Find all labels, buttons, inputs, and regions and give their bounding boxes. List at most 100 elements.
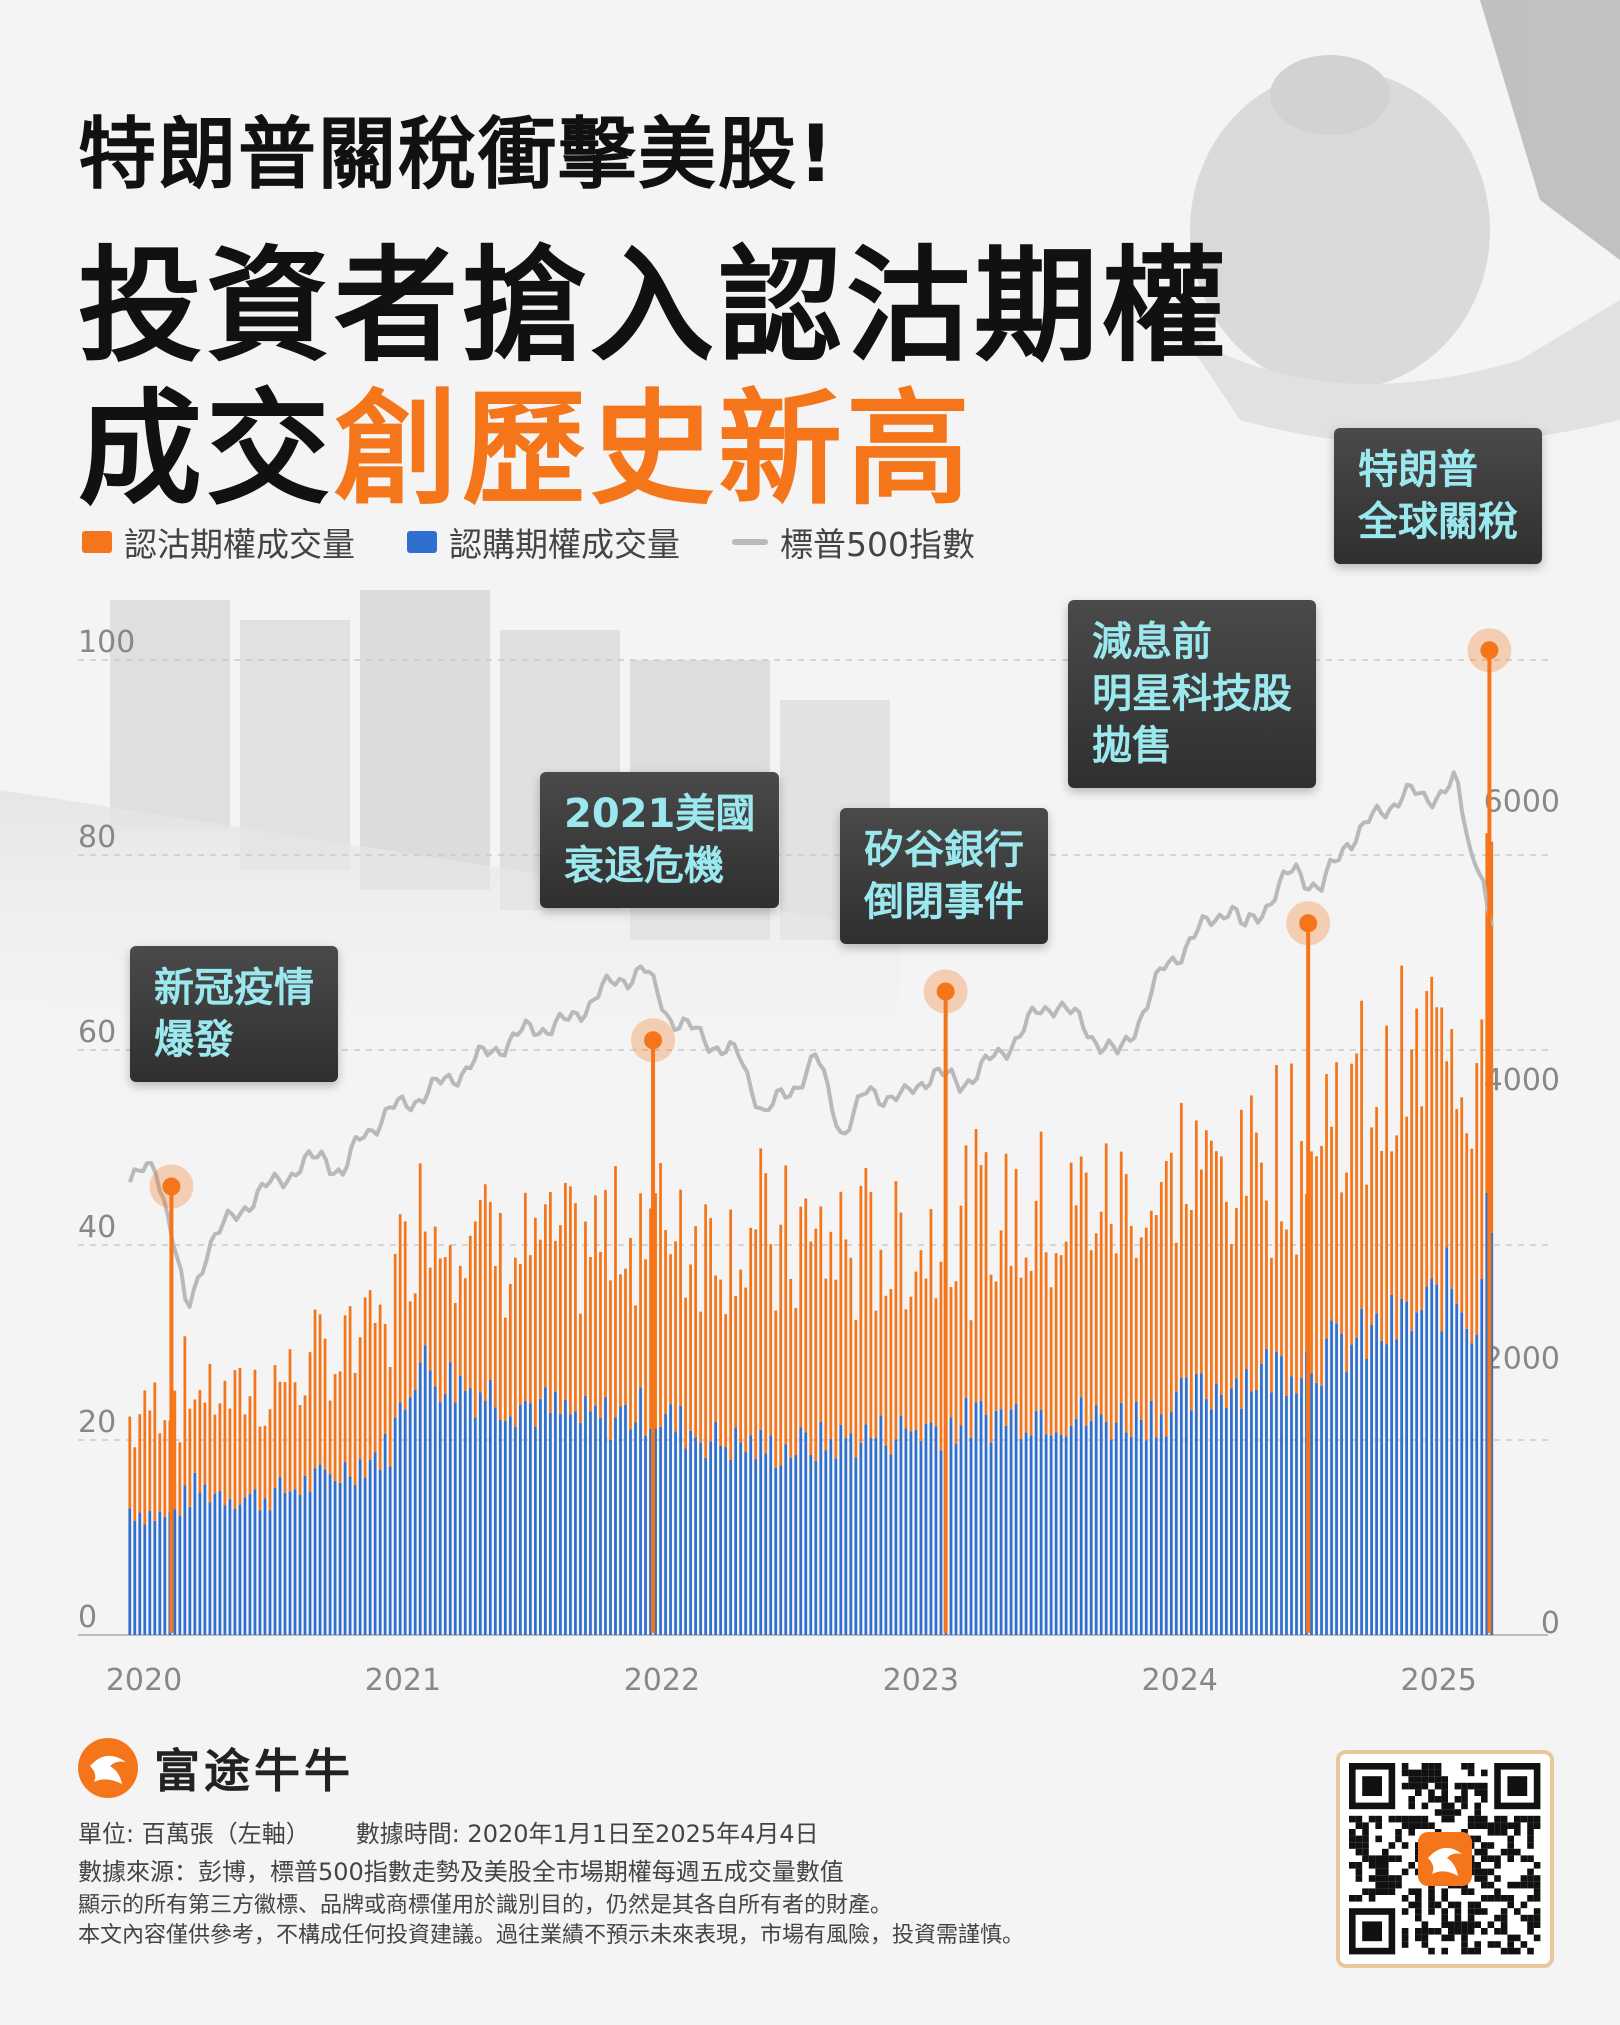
bar-call (1149, 1400, 1153, 1635)
bar-put (178, 1442, 182, 1516)
bar-call (178, 1515, 182, 1635)
bar-call (378, 1469, 382, 1635)
bar-call (929, 1422, 933, 1635)
bar-call (273, 1487, 277, 1635)
bar-put (1260, 1162, 1263, 1364)
bar-call (954, 1443, 958, 1635)
bar-call (1270, 1392, 1273, 1635)
bar-put (669, 1254, 672, 1405)
bar-call (1084, 1425, 1088, 1635)
bar-put (739, 1269, 743, 1443)
bar-call (834, 1458, 838, 1635)
unit-note: 單位: 百萬張（左軸） (78, 1820, 310, 1848)
bar-put (268, 1409, 272, 1511)
bar-put (1089, 1250, 1093, 1421)
bar-call (503, 1420, 507, 1635)
y-left-tick-label: 100 (78, 625, 135, 660)
bar-put (709, 1218, 713, 1442)
bar-call (303, 1475, 307, 1635)
bar-call (604, 1397, 607, 1635)
bar-call (1024, 1432, 1028, 1635)
bar-put (594, 1195, 597, 1406)
bar-call (1094, 1405, 1098, 1635)
bar-put (323, 1338, 327, 1470)
bar-put (1315, 1156, 1318, 1383)
bar-put (1240, 1109, 1243, 1409)
bar-put (1300, 1141, 1303, 1379)
bar-call (919, 1440, 923, 1635)
bar-call (609, 1439, 612, 1635)
bar-put (143, 1390, 147, 1525)
bar-call (293, 1489, 297, 1635)
bar-call (228, 1499, 232, 1635)
bar-call (333, 1480, 337, 1635)
bar-put (539, 1239, 542, 1399)
bar-put (1129, 1225, 1133, 1437)
headline-plain-text: 成交 (78, 378, 335, 522)
bar-put (1199, 1169, 1203, 1374)
bar-call (1490, 1232, 1494, 1635)
bar-put (1420, 1106, 1424, 1310)
bar-put (433, 1226, 437, 1387)
bar-put (243, 1414, 247, 1498)
bar-put (503, 1317, 507, 1421)
bar-put (308, 1352, 312, 1492)
bar-put (238, 1367, 242, 1505)
bar-call (1405, 1301, 1409, 1635)
bar-call (1420, 1309, 1424, 1635)
bar-call (644, 1436, 647, 1635)
bar-call (323, 1469, 327, 1635)
bar-put (1435, 1007, 1439, 1285)
bar-call (133, 1521, 137, 1635)
bar-call (1174, 1391, 1178, 1635)
bar-put (1014, 1168, 1018, 1405)
bar-call (804, 1432, 808, 1635)
bar-put (789, 1278, 793, 1458)
bar-put (1214, 1151, 1218, 1384)
bar-call (1129, 1436, 1133, 1635)
bar-call (1225, 1407, 1228, 1635)
bar-call (1104, 1421, 1108, 1635)
bar-call (1315, 1382, 1318, 1635)
bar-put (1059, 1255, 1063, 1436)
bar-put (498, 1212, 502, 1420)
bar-put (1355, 1053, 1358, 1338)
x-tick-label: 2025 (1400, 1663, 1476, 1698)
bar-put (844, 1239, 848, 1439)
bar-call (1144, 1440, 1148, 1635)
legend-swatch-call (407, 531, 437, 553)
bar-put (1029, 1270, 1033, 1436)
bar-call (894, 1439, 898, 1635)
bar-put (1425, 991, 1429, 1287)
bar-call (744, 1452, 748, 1635)
bar-put (218, 1403, 222, 1491)
event-label-tech-selloff: 減息前 明星科技股 拋售 (1068, 600, 1316, 788)
bar-call (789, 1457, 793, 1635)
bar-put (423, 1231, 427, 1346)
bar-call (1039, 1410, 1043, 1635)
bar-put (443, 1257, 447, 1395)
bar-put (984, 1152, 988, 1415)
bar-put (1295, 1254, 1298, 1394)
bar-put (804, 1198, 808, 1433)
bar-put (724, 1314, 728, 1448)
bar-call (1064, 1436, 1068, 1635)
bar-call (1330, 1320, 1333, 1635)
bar-call (428, 1370, 432, 1635)
bar-put (814, 1228, 818, 1461)
bar-call (1019, 1438, 1023, 1635)
bar-call (634, 1422, 637, 1635)
bar-call (549, 1412, 552, 1635)
bar-put (463, 1278, 467, 1391)
bar-put (303, 1395, 307, 1476)
bar-put (283, 1382, 287, 1493)
bar-put (428, 1267, 432, 1371)
event-marker-dot (1299, 914, 1318, 933)
bar-call (1365, 1358, 1368, 1635)
bar-put (128, 1416, 132, 1509)
legend-label-put: 認沽期權成交量 (124, 525, 355, 564)
bar-call (669, 1404, 672, 1635)
bar-put (704, 1204, 707, 1458)
bar-call (629, 1429, 632, 1635)
bar-put (624, 1268, 627, 1405)
